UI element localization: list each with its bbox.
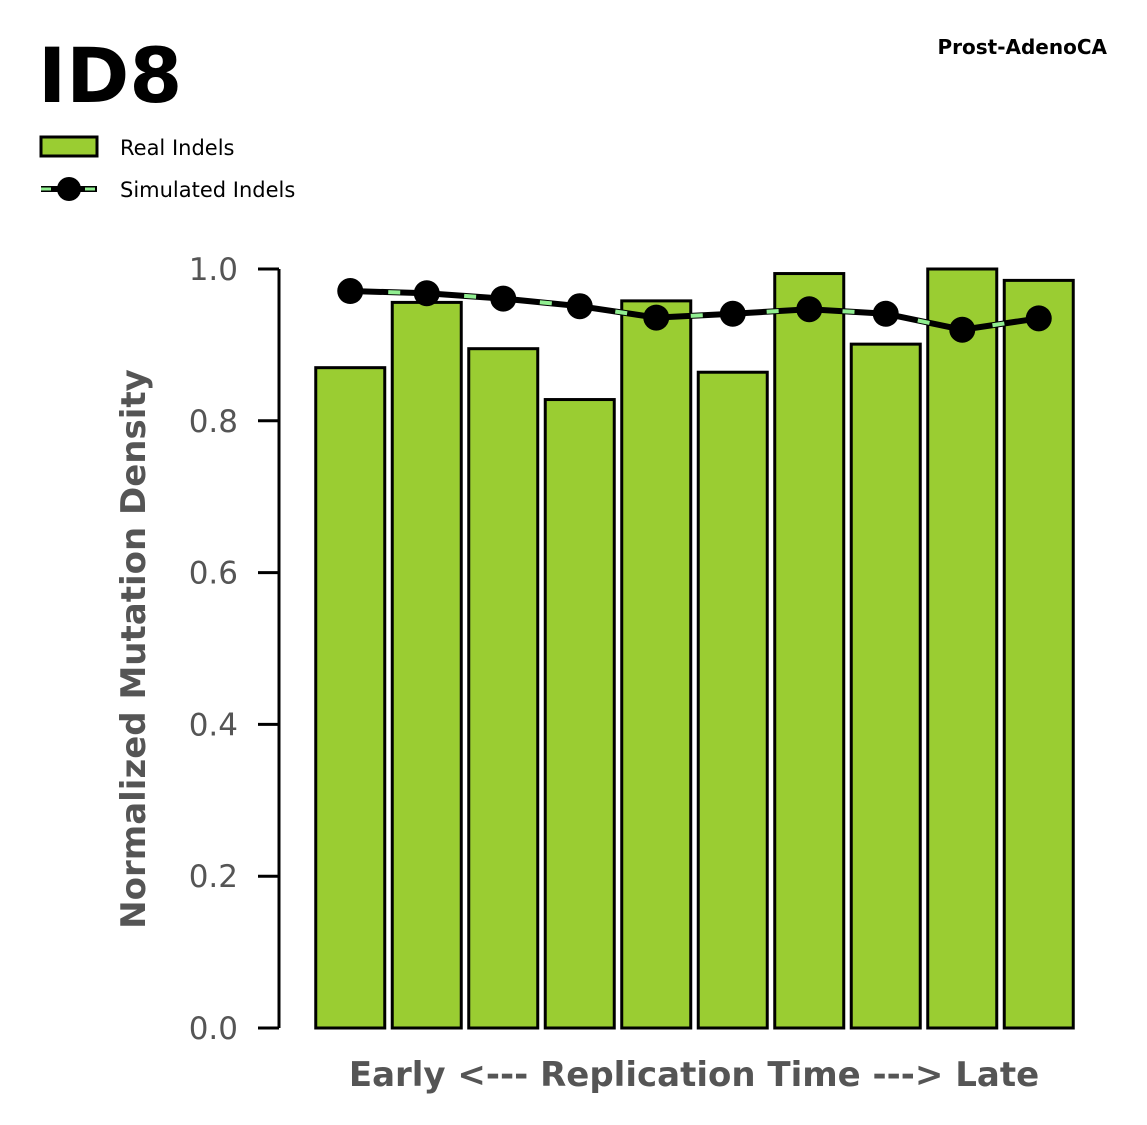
- bar-real-indels: [773, 272, 846, 1030]
- bars-group: [314, 267, 1075, 1030]
- point-simulated-indels: [643, 304, 670, 331]
- legend-label-real-indels: Real Indels: [120, 136, 234, 160]
- bar-real-indels: [467, 347, 540, 1030]
- y-tick-label: 0.0: [189, 1011, 238, 1047]
- x-axis-label: Early <--- Replication Time ---> Late: [349, 1055, 1039, 1095]
- bar-real-indels: [1002, 278, 1075, 1030]
- point-simulated-indels: [337, 278, 364, 305]
- y-tick-label: 0.8: [189, 404, 238, 440]
- point-simulated-indels: [566, 293, 593, 320]
- simulated-line-dash: [350, 289, 1040, 332]
- y-axis-label: Normalized Mutation Density: [114, 369, 154, 929]
- point-simulated-indels: [490, 285, 517, 312]
- legend-swatch-real-indels: [39, 135, 99, 158]
- y-axis: 0.0 0.2 0.4 0.6 0.8 1.0: [189, 252, 281, 1047]
- bar-real-indels: [696, 370, 769, 1030]
- bar-real-indels: [543, 398, 616, 1030]
- y-tick-label: 0.2: [189, 859, 238, 895]
- y-tick-label: 0.6: [189, 556, 238, 592]
- point-simulated-indels: [413, 280, 440, 307]
- y-tick-label: 0.4: [189, 707, 238, 743]
- point-simulated-indels: [872, 300, 899, 327]
- bar-real-indels: [390, 300, 463, 1030]
- point-simulated-indels: [949, 316, 976, 343]
- chart-title: ID8: [38, 31, 182, 120]
- legend-swatch-simulated-indels: [41, 177, 97, 201]
- point-simulated-indels: [719, 300, 746, 327]
- point-simulated-indels: [796, 296, 823, 323]
- legend-label-simulated-indels: Simulated Indels: [120, 178, 295, 202]
- bar-real-indels: [926, 267, 999, 1030]
- bar-real-indels: [620, 299, 693, 1030]
- point-simulated-indels: [1025, 305, 1052, 332]
- y-tick-label: 1.0: [189, 252, 238, 288]
- legend: Real Indels Simulated Indels: [39, 135, 295, 202]
- bar-real-indels: [314, 366, 387, 1030]
- chart-subtitle: Prost-AdenoCA: [937, 35, 1107, 59]
- bar-real-indels: [849, 342, 922, 1030]
- simulated-line-group: [337, 278, 1052, 343]
